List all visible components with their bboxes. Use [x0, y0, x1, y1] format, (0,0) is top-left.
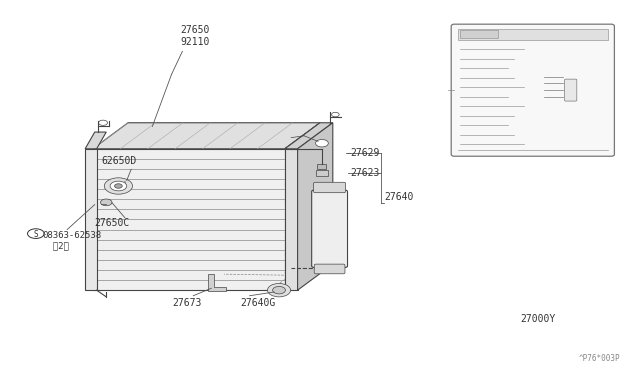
Text: 62650D: 62650D: [101, 155, 136, 166]
Circle shape: [316, 140, 328, 147]
FancyBboxPatch shape: [451, 24, 614, 156]
Polygon shape: [93, 123, 320, 149]
Circle shape: [115, 184, 122, 188]
Text: 27000Y: 27000Y: [520, 314, 556, 324]
Text: ^P76*003P: ^P76*003P: [579, 354, 621, 363]
Circle shape: [268, 283, 291, 297]
Polygon shape: [93, 149, 285, 290]
Polygon shape: [85, 132, 106, 149]
FancyBboxPatch shape: [317, 164, 326, 169]
FancyBboxPatch shape: [460, 30, 498, 38]
Text: 27623: 27623: [351, 168, 380, 178]
Polygon shape: [208, 274, 226, 291]
Polygon shape: [285, 123, 320, 290]
Polygon shape: [298, 123, 333, 290]
Circle shape: [273, 286, 285, 294]
Text: 27629: 27629: [351, 148, 380, 158]
FancyBboxPatch shape: [316, 170, 328, 176]
FancyBboxPatch shape: [564, 79, 577, 101]
Circle shape: [100, 199, 112, 206]
FancyBboxPatch shape: [314, 182, 346, 193]
Polygon shape: [85, 149, 97, 290]
Text: 08363-62538
  （2）: 08363-62538 （2）: [42, 231, 101, 250]
FancyBboxPatch shape: [314, 264, 345, 274]
Text: 27650
92110: 27650 92110: [180, 25, 210, 46]
Text: 27640G: 27640G: [240, 298, 275, 308]
Circle shape: [110, 181, 127, 191]
Circle shape: [104, 178, 132, 194]
Text: S: S: [33, 230, 38, 239]
Polygon shape: [285, 123, 333, 149]
FancyBboxPatch shape: [458, 29, 608, 40]
Text: 27673: 27673: [173, 298, 202, 308]
FancyBboxPatch shape: [312, 190, 348, 267]
Polygon shape: [285, 149, 298, 290]
Text: 27650C: 27650C: [95, 218, 130, 228]
Text: 27640: 27640: [384, 192, 413, 202]
